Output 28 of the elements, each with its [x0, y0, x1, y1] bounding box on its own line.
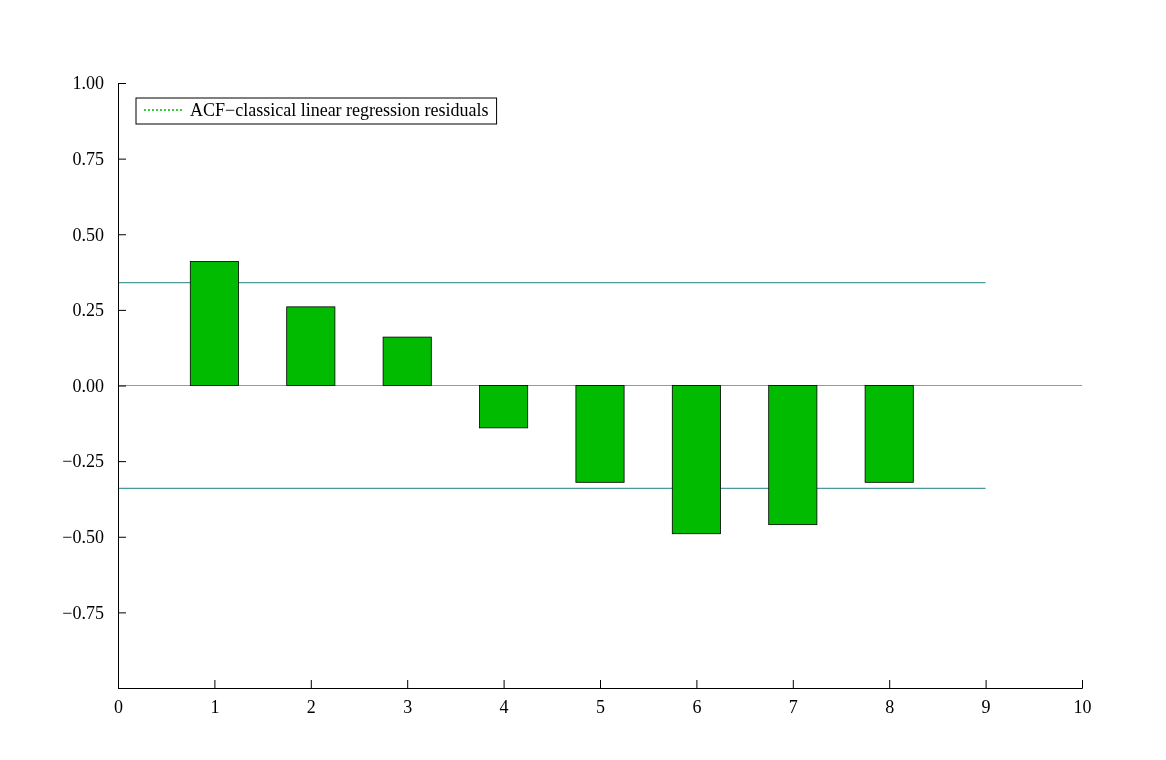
x-tick-label: 10: [1073, 696, 1092, 717]
bar: [479, 385, 529, 429]
y-tick-label: −0.75: [62, 602, 104, 623]
y-tick-label: 0.75: [72, 148, 104, 169]
x-tick-label: 7: [788, 696, 798, 717]
bar: [286, 306, 336, 386]
x-tick-label: 2: [306, 696, 316, 717]
y-tick-label: 1.00: [72, 73, 104, 94]
y-tick-label: 0.25: [72, 300, 104, 321]
y-tick-label: 0.00: [72, 375, 104, 396]
bar: [864, 385, 914, 483]
bar: [671, 385, 721, 535]
x-tick-label: 8: [885, 696, 895, 717]
x-tick-label: 0: [114, 696, 123, 717]
bar: [189, 261, 239, 386]
legend-label: ACF−classical linear regression residuals: [190, 100, 489, 120]
x-tick-label: 4: [499, 696, 509, 717]
x-tick-label: 3: [403, 696, 413, 717]
x-tick-label: 5: [596, 696, 605, 717]
bar: [382, 336, 432, 386]
bar: [768, 385, 818, 526]
y-tick-label: 0.50: [72, 224, 104, 245]
x-tick-label: 1: [210, 696, 220, 717]
x-tick-label: 6: [692, 696, 702, 717]
bar: [575, 385, 625, 483]
x-tick-label: 9: [981, 696, 991, 717]
y-tick-label: −0.50: [62, 527, 104, 548]
y-tick-label: −0.25: [62, 451, 104, 472]
